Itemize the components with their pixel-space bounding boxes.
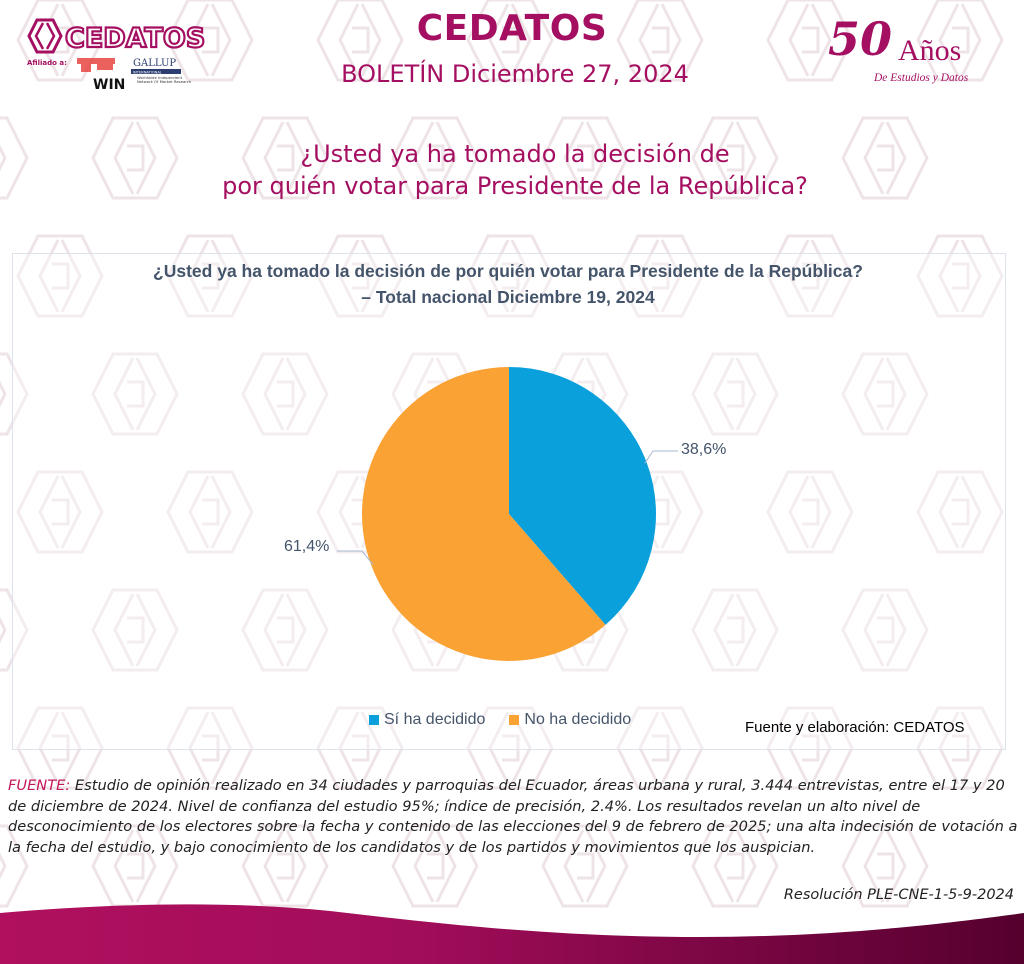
- gallup-sub: INTERNATIONAL: [133, 71, 162, 75]
- affiliation-label: Afiliado a:: [27, 59, 67, 67]
- logo-wordmark: CEDATOS: [65, 23, 205, 54]
- world-map-icon: [77, 58, 115, 72]
- legend-item-no: No ha decidido: [509, 711, 631, 729]
- leader-line-si: [644, 450, 678, 464]
- footnote: FUENTE: Estudio de opinión realizado en …: [8, 776, 1018, 858]
- survey-question: ¿Usted ya ha tomado la decisión de por q…: [100, 138, 930, 202]
- pie-slice-si: [509, 367, 656, 625]
- leader-line-no: [337, 550, 374, 566]
- anniversary-badge: 50 Años De Estudios y Datos: [828, 12, 998, 86]
- footnote-text: Estudio de opinión realizado en 34 ciuda…: [8, 777, 1018, 856]
- anniversary-tagline: De Estudios y Datos: [874, 72, 969, 84]
- chart-legend: Sí ha decidido No ha decidido: [369, 711, 655, 729]
- chart-title-block: ¿Usted ya ha tomado la decisión de por q…: [12, 258, 1004, 310]
- legend-label-si: Sí ha decidido: [384, 711, 486, 728]
- footer-wave: [0, 904, 1024, 964]
- data-label-si: 38,6%: [681, 441, 727, 458]
- question-line-2: por quién votar para Presidente de la Re…: [222, 172, 808, 200]
- chart-subtitle: – Total nacional Diciembre 19, 2024: [361, 287, 655, 307]
- legend-label-no: No ha decidido: [524, 711, 632, 728]
- legend-swatch-si: [369, 715, 379, 725]
- data-label-no: 61,4%: [284, 538, 330, 555]
- resolution-number: Resolución PLE-CNE-1-5-9-2024: [783, 887, 1014, 903]
- legend-swatch-no: [509, 715, 520, 725]
- chart-source: Fuente y elaboración: CEDATOS: [745, 719, 965, 736]
- footnote-label: FUENTE:: [8, 777, 71, 794]
- gallup-logo: GALLUP: [133, 58, 176, 69]
- pie-slice-no: [361, 366, 606, 661]
- cedatos-logo: CEDATOS Afiliado a: GALLUP INTERNATIONAL…: [25, 14, 215, 94]
- header-title: CEDATOS: [416, 8, 608, 49]
- win-logo: WIN: [93, 77, 125, 93]
- question-line-1: ¿Usted ya ha tomado la decisión de: [300, 140, 730, 168]
- anniversary-number: 50: [828, 12, 893, 66]
- anniversary-word: Años: [898, 34, 962, 67]
- legend-item-si: Sí ha decidido: [369, 711, 485, 729]
- chart-title: ¿Usted ya ha tomado la decisión de por q…: [153, 261, 863, 281]
- win-sub: Worldwide Independent Network Of Market …: [137, 76, 192, 85]
- bulletin-date: BOLETÍN Diciembre 27, 2024: [341, 60, 689, 88]
